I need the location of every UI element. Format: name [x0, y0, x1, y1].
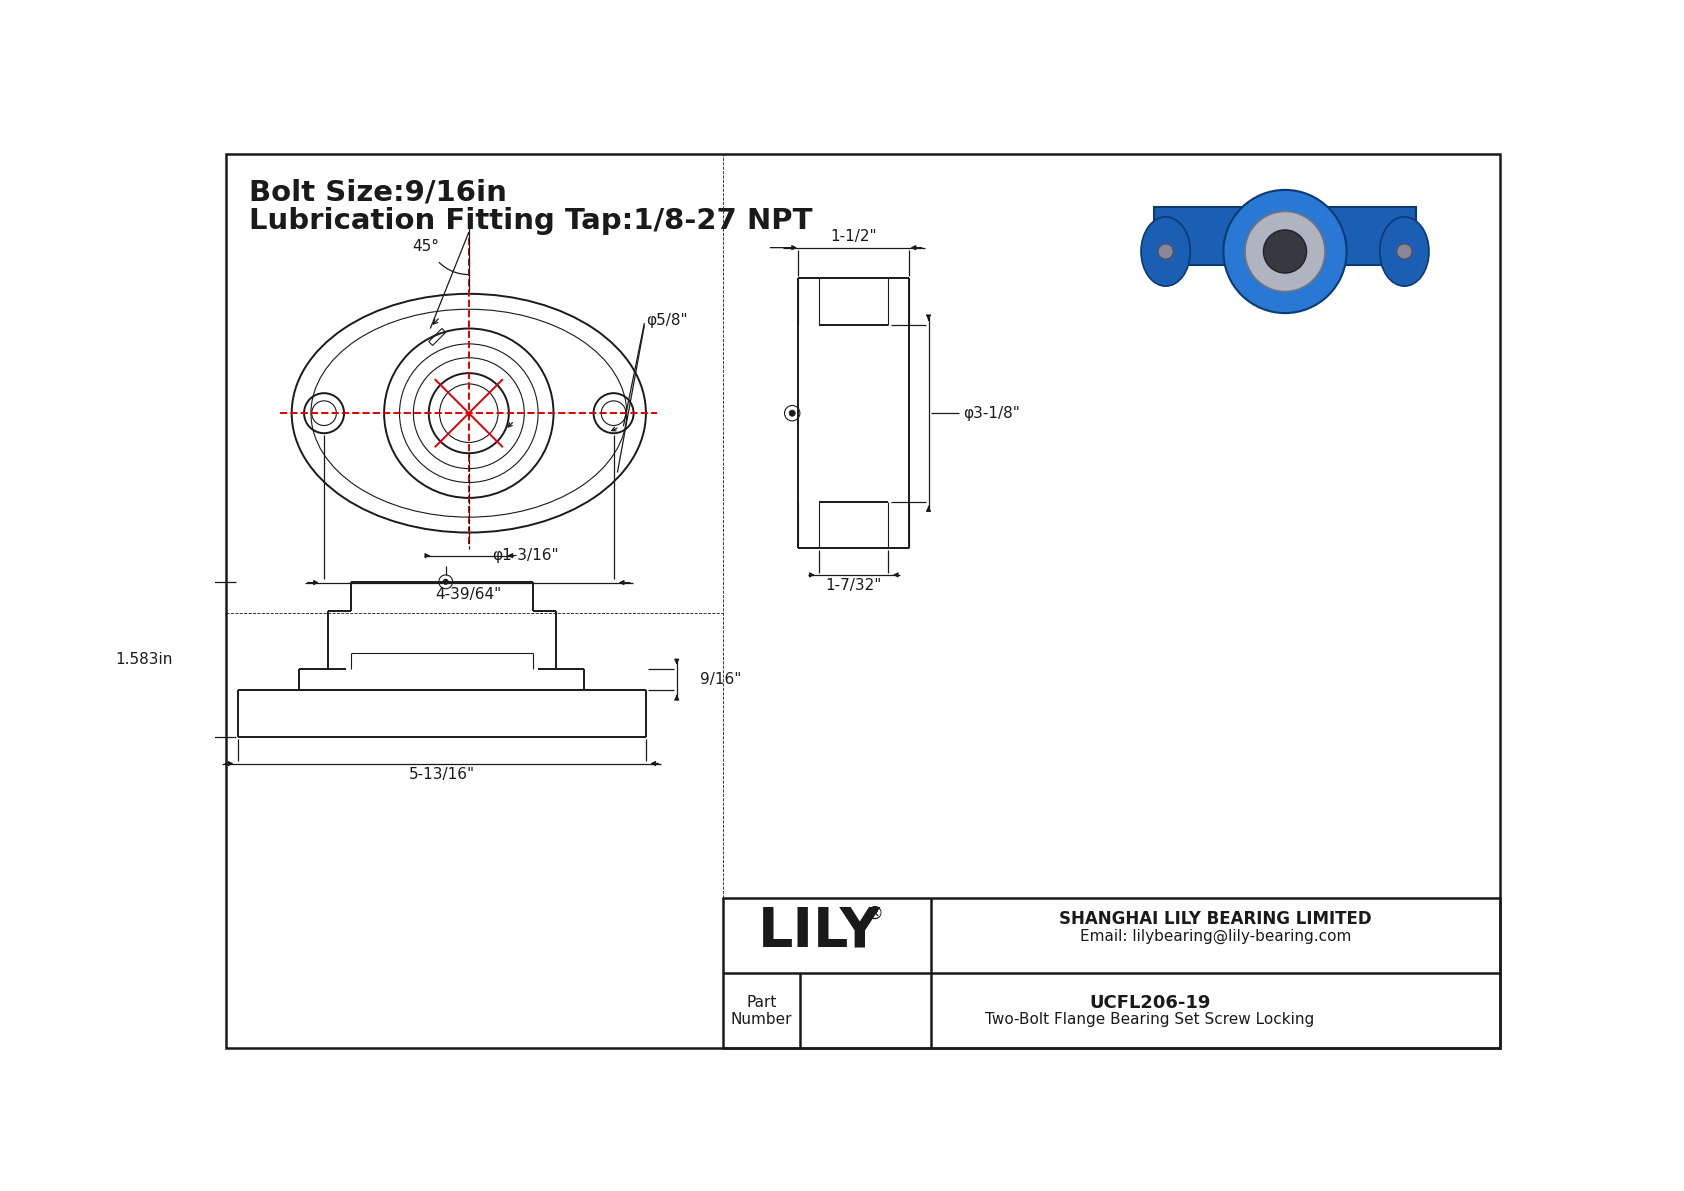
Text: Bolt Size:9/16in: Bolt Size:9/16in: [249, 179, 507, 206]
Circle shape: [790, 410, 795, 417]
Text: 1.583in: 1.583in: [115, 651, 172, 667]
Bar: [1154, 207, 1416, 264]
Circle shape: [1159, 244, 1174, 260]
Text: Email: lilybearing@lily-bearing.com: Email: lilybearing@lily-bearing.com: [1079, 929, 1351, 944]
Text: LILY: LILY: [758, 905, 881, 959]
Circle shape: [1396, 244, 1413, 260]
Text: 5-13/16": 5-13/16": [409, 767, 475, 781]
Text: UCFL206-19: UCFL206-19: [1090, 994, 1211, 1012]
Text: φ5/8": φ5/8": [647, 313, 687, 329]
Text: 9/16": 9/16": [701, 672, 741, 687]
Circle shape: [1263, 230, 1307, 273]
Text: Lubrication Fitting Tap:1/8-27 NPT: Lubrication Fitting Tap:1/8-27 NPT: [249, 207, 813, 235]
Text: SHANGHAI LILY BEARING LIMITED: SHANGHAI LILY BEARING LIMITED: [1059, 910, 1372, 928]
Text: φ3-1/8": φ3-1/8": [963, 406, 1021, 420]
Text: Two-Bolt Flange Bearing Set Screw Locking: Two-Bolt Flange Bearing Set Screw Lockin…: [985, 1011, 1315, 1027]
Circle shape: [1223, 189, 1347, 313]
Text: Part
Number: Part Number: [731, 994, 791, 1027]
Text: 45°: 45°: [413, 238, 440, 254]
Circle shape: [443, 580, 448, 584]
Text: 4-39/64": 4-39/64": [436, 587, 502, 601]
Text: φ1-3/16": φ1-3/16": [492, 548, 559, 563]
Text: ®: ®: [866, 905, 884, 923]
Ellipse shape: [1142, 217, 1191, 286]
Text: 1-7/32": 1-7/32": [825, 578, 882, 593]
Text: 1-1/2": 1-1/2": [830, 230, 877, 244]
Ellipse shape: [1379, 217, 1430, 286]
Circle shape: [1244, 212, 1325, 292]
Bar: [722, 898, 1500, 1048]
